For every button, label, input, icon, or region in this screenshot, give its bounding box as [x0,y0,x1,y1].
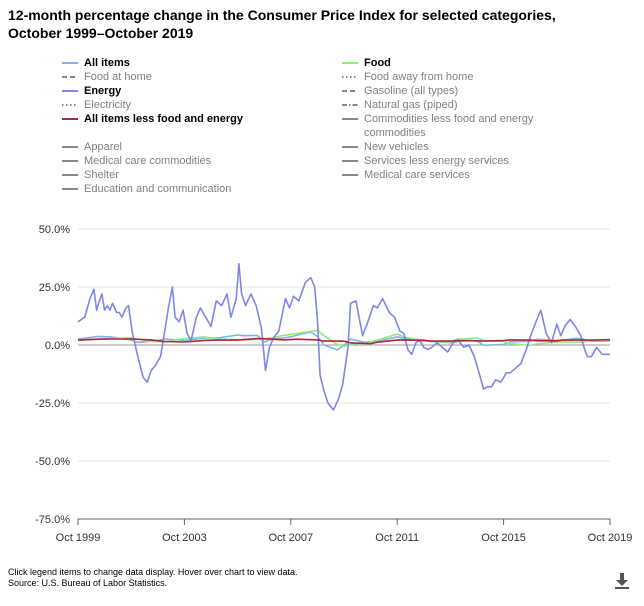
chart-series [77,263,611,411]
legend-item[interactable]: Education and communication [62,182,264,196]
legend-item[interactable]: Natural gas (piped) [342,98,544,112]
legend-swatch [62,174,78,176]
y-tick-label: 50.0% [39,224,70,236]
series-line-all-items-less-food-and-energy[interactable] [77,337,611,345]
x-tick-label: Oct 2015 [481,532,526,544]
legend-swatch [62,160,78,162]
legend-label: All items less food and energy [84,113,243,125]
legend-label: Food away from home [364,71,474,83]
legend-swatch [62,90,78,92]
download-icon[interactable] [614,572,630,590]
legend-label: Services less energy services [364,155,509,167]
x-tick-label: Oct 2003 [162,532,207,544]
legend-swatch [62,104,78,106]
line-chart[interactable]: 50.0% 25.0% 0.0% -25.0% -50.0% -75.0% Oct 199… [0,215,644,545]
legend-label: Natural gas (piped) [364,99,458,111]
y-tick-label: -75.0% [35,514,70,526]
legend-item[interactable]: Food [342,56,544,70]
chart-footer: Click legend items to change data displa… [8,567,297,589]
legend-label: Medical care commodities [84,155,212,167]
legend-item[interactable]: Gasoline (all types) [342,84,544,98]
legend-item[interactable]: Commodities less food and energy commodi… [342,112,544,140]
legend-swatch [342,146,358,148]
legend-label: Food [364,57,391,69]
legend-item[interactable]: Medical care commodities [62,154,264,168]
legend-swatch [342,160,358,162]
legend-swatch [342,90,358,92]
series-line-food[interactable] [77,329,611,348]
legend-item[interactable]: Apparel [62,140,264,154]
footer-source: Source: U.S. Bureau of Labor Statistics. [8,578,168,588]
legend-label: Energy [84,85,122,97]
legend-swatch [62,188,78,190]
legend-label: Electricity [84,99,132,111]
legend-label: All items [84,57,130,69]
legend-item[interactable]: Food at home [62,70,264,84]
x-axis: Oct 1999 Oct 2003 Oct 2007 Oct 2011 Oct 2015… [56,518,633,544]
legend-item[interactable]: Medical care services [342,168,544,182]
legend-swatch [62,146,78,148]
footer-instructions: Click legend items to change data displa… [8,567,298,577]
legend-label: Commodities less food and energy commodi… [364,113,534,139]
legend-swatch [342,118,358,120]
legend-label: Gasoline (all types) [364,85,459,97]
chart-title-line-2: October 1999–October 2019 [8,25,194,41]
legend-swatch [62,62,78,64]
legend-item[interactable]: Energy [62,84,264,98]
legend-swatch [342,76,358,78]
y-axis: 50.0% 25.0% 0.0% -25.0% -50.0% -75.0% [35,224,70,526]
legend-label: Medical care services [364,169,470,181]
legend-swatch [342,62,358,64]
x-tick-label: Oct 2019 [588,532,633,544]
legend-item[interactable]: New vehicles [342,140,544,154]
legend-item[interactable]: Food away from home [342,70,544,84]
legend-item[interactable]: Electricity [62,98,264,112]
y-tick-label: -50.0% [35,456,70,468]
y-tick-label: -25.0% [35,398,70,410]
legend-label: Education and communication [84,183,232,195]
legend-label: Shelter [84,169,119,181]
legend-swatch [62,76,78,78]
chart-legend: All items Food Food at home Food away from … [0,0,644,200]
legend-item[interactable]: All items less food and energy [62,112,264,126]
x-tick-label: Oct 2007 [268,532,313,544]
y-tick-label: 25.0% [39,282,70,294]
legend-label: Food at home [84,71,152,83]
legend-item[interactable]: Shelter [62,168,264,182]
y-tick-label: 0.0% [45,340,70,352]
legend-swatch [62,118,78,120]
legend-label: Apparel [84,141,122,153]
legend-swatch [342,104,358,106]
legend-item[interactable]: All items [62,56,264,70]
series-line-energy[interactable] [77,263,610,411]
x-tick-label: Oct 1999 [56,532,101,544]
chart-title: 12-month percentage change in the Consum… [8,6,628,42]
legend-swatch [342,174,358,176]
x-tick-label: Oct 2011 [375,532,419,544]
legend-item[interactable]: Services less energy services [342,154,544,168]
legend-label: New vehicles [364,141,429,153]
chart-title-line-1: 12-month percentage change in the Consum… [8,7,556,23]
